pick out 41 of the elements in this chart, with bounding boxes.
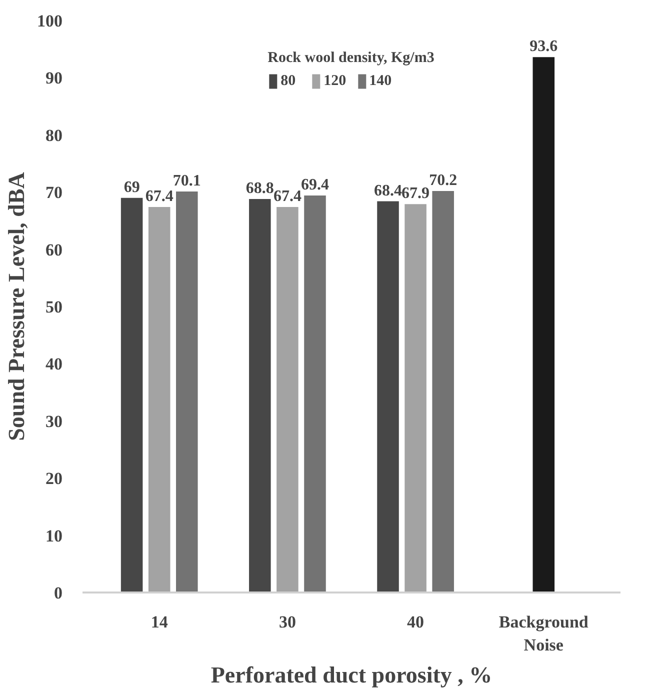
bar bbox=[148, 206, 170, 592]
data-label: 70.1 bbox=[172, 172, 201, 190]
y-tick-label: 10 bbox=[46, 526, 62, 546]
y-tick-label: 70 bbox=[46, 183, 62, 202]
legend-title: Rock wool density, Kg/m3 bbox=[268, 50, 434, 67]
bar bbox=[120, 198, 143, 592]
y-tick-label: 50 bbox=[46, 298, 62, 316]
y-tick-label: 60 bbox=[46, 240, 62, 260]
data-label: 93.6 bbox=[530, 38, 558, 56]
legend-label: 80 bbox=[280, 72, 297, 90]
legend-label: 140 bbox=[369, 72, 392, 90]
y-tick-label: 90 bbox=[46, 68, 62, 88]
bar bbox=[404, 204, 426, 592]
x-axis-title: Perforated duct porosity , % bbox=[210, 662, 492, 688]
y-tick-label: 20 bbox=[46, 469, 62, 488]
data-label: 68.8 bbox=[246, 180, 274, 197]
data-label: 68.4 bbox=[374, 182, 402, 200]
y-tick-label: 30 bbox=[46, 412, 62, 431]
data-label: 69.4 bbox=[300, 176, 329, 194]
bar bbox=[304, 196, 326, 592]
x-tick-label: 40 bbox=[407, 612, 424, 632]
bar bbox=[249, 198, 271, 592]
bar bbox=[432, 190, 454, 592]
data-label: 67.4 bbox=[273, 188, 302, 205]
data-label: 70.2 bbox=[429, 172, 458, 189]
y-tick-label: 100 bbox=[37, 12, 62, 30]
y-tick-label: 0 bbox=[54, 584, 62, 602]
bar bbox=[276, 206, 298, 592]
legend-label: 120 bbox=[324, 72, 346, 90]
x-tick-label: 14 bbox=[150, 612, 168, 632]
data-label: 69 bbox=[124, 178, 140, 196]
data-label: 67.9 bbox=[402, 185, 430, 202]
data-label: 67.4 bbox=[145, 188, 174, 205]
y-tick-label: 80 bbox=[46, 126, 62, 145]
bar bbox=[532, 57, 555, 592]
x-tick-label: 30 bbox=[278, 612, 296, 632]
y-axis-title: Sound Pressure Level, dBA bbox=[4, 172, 29, 441]
bar bbox=[377, 201, 399, 592]
y-tick-label: 40 bbox=[46, 354, 62, 374]
bar bbox=[176, 192, 198, 592]
x-tick-label: Background Noise bbox=[498, 612, 589, 654]
